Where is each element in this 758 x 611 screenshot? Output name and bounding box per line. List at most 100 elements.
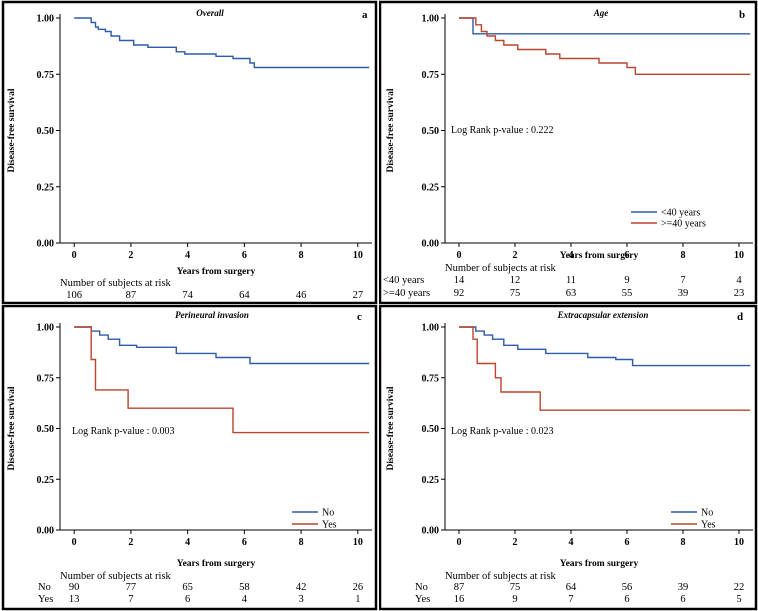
y-tick-label: 1.00 xyxy=(37,323,55,334)
x-axis-title: Years from surgery xyxy=(177,267,256,277)
panel-b-age: Age b 0.00 0.25 0.50 0.75 1.00 0 2 4 6 8 10 Disease-f… xyxy=(379,0,758,305)
log-rank-annotation: Log Rank p-value : 0.222 xyxy=(451,125,553,136)
y-tick-label: 1.00 xyxy=(422,323,440,334)
risk-count: 7 xyxy=(680,275,685,286)
risk-table-header: Number of subjects at risk xyxy=(445,263,557,274)
risk-row-label: Yes xyxy=(415,594,430,605)
panel-title: Overall xyxy=(196,8,224,18)
risk-table-header: Number of subjects at risk xyxy=(60,278,172,289)
x-axis-title: Years from surgery xyxy=(177,559,256,569)
x-tick-label: 6 xyxy=(625,537,630,548)
x-axis-title: Years from surgery xyxy=(560,251,639,261)
legend-label: Yes xyxy=(701,520,716,531)
y-tick-label: 0.00 xyxy=(422,526,440,537)
risk-count: 75 xyxy=(510,582,521,593)
survival-curve--40-years xyxy=(459,18,750,34)
panel-title: Age xyxy=(593,8,609,18)
y-tick-label: 0.00 xyxy=(37,526,55,537)
risk-count: 39 xyxy=(678,582,689,593)
risk-count: 12 xyxy=(510,275,521,286)
risk-count: 46 xyxy=(296,290,307,301)
y-tick-label: 1.00 xyxy=(37,14,55,25)
risk-count: 4 xyxy=(736,275,742,286)
risk-count: 77 xyxy=(126,582,137,593)
legend-label: No xyxy=(701,508,713,519)
risk-count: 27 xyxy=(353,290,364,301)
y-axis-title: Disease-free survival xyxy=(386,88,396,172)
panel-c-perineural-invasion: Perineural invasion c 0.00 0.25 0.50 0.75 1.00… xyxy=(0,305,378,611)
y-tick-label: 0.75 xyxy=(37,70,55,81)
survival-curve-overall xyxy=(74,18,369,68)
risk-count: 7 xyxy=(128,594,133,605)
risk-count: 56 xyxy=(622,582,633,593)
risk-count: 58 xyxy=(239,582,250,593)
risk-count: 6 xyxy=(680,594,685,605)
risk-count: 26 xyxy=(353,582,364,593)
x-tick-label: 4 xyxy=(185,537,190,548)
y-tick-label: 0.25 xyxy=(37,182,55,193)
risk-count: 13 xyxy=(69,594,80,605)
survival-curve-no xyxy=(74,327,369,364)
panel-letter: a xyxy=(362,9,368,21)
survival-curve-no xyxy=(459,327,750,366)
y-tick-label: 0.75 xyxy=(37,373,55,384)
x-tick-label: 2 xyxy=(128,537,133,548)
legend-label: No xyxy=(322,508,334,519)
risk-count: 55 xyxy=(622,288,633,299)
panel-letter: d xyxy=(737,311,743,323)
x-tick-label: 8 xyxy=(299,537,304,548)
log-rank-annotation: Log Rank p-value : 0.023 xyxy=(451,426,553,437)
panel-title: Extracapsular extension xyxy=(557,310,649,320)
y-tick-label: 0.75 xyxy=(422,70,440,81)
risk-count: 9 xyxy=(512,594,517,605)
risk-count: 63 xyxy=(566,288,577,299)
y-tick-label: 1.00 xyxy=(422,14,440,25)
risk-count: 64 xyxy=(239,290,250,301)
y-tick-label: 0.75 xyxy=(422,373,440,384)
y-tick-label: 0.50 xyxy=(422,126,440,137)
risk-count: 75 xyxy=(510,288,521,299)
y-axis-title: Disease-free survival xyxy=(7,88,17,172)
risk-count: 39 xyxy=(678,288,689,299)
risk-count: 23 xyxy=(734,288,745,299)
x-tick-label: 2 xyxy=(513,250,518,261)
km-figure: Overall a 0.00 0.25 0.50 0.75 1.00 0 2 4 6 8 10 Disea… xyxy=(0,0,758,611)
panel-a-overall: Overall a0.000.250.500.751.000 2 4 6 8 10Disea… xyxy=(0,0,378,305)
legend-label: <40 years xyxy=(661,208,700,219)
x-tick-label: 2 xyxy=(513,537,518,548)
risk-count: 106 xyxy=(66,290,82,301)
x-tick-label: 0 xyxy=(72,537,77,548)
x-tick-label: 6 xyxy=(242,250,247,261)
x-tick-label: 0 xyxy=(457,537,462,548)
y-tick-label: 0.25 xyxy=(422,182,440,193)
y-tick-label: 0.00 xyxy=(422,239,440,250)
risk-count: 22 xyxy=(734,582,745,593)
risk-count: 1 xyxy=(355,594,360,605)
x-tick-label: 4 xyxy=(185,250,190,261)
x-tick-label: 10 xyxy=(734,250,744,261)
risk-count: 16 xyxy=(454,594,465,605)
x-tick-label: 10 xyxy=(353,537,363,548)
risk-row-label: Yes xyxy=(38,594,53,605)
risk-count: 87 xyxy=(126,290,137,301)
risk-count: 64 xyxy=(566,582,577,593)
risk-count: 90 xyxy=(69,582,80,593)
x-tick-label: 6 xyxy=(242,537,247,548)
y-tick-label: 0.00 xyxy=(37,239,55,250)
x-tick-label: 10 xyxy=(353,250,363,261)
risk-row-label: >=40 years xyxy=(383,288,430,299)
log-rank-annotation: Log Rank p-value : 0.003 xyxy=(72,426,174,437)
x-tick-label: 10 xyxy=(734,537,744,548)
risk-count: 14 xyxy=(454,275,465,286)
risk-count: 5 xyxy=(736,594,741,605)
risk-count: 42 xyxy=(296,582,307,593)
y-axis-title: Disease-free survival xyxy=(386,386,396,470)
risk-table-header: Number of subjects at risk xyxy=(60,571,172,582)
risk-count: 6 xyxy=(624,594,629,605)
y-tick-label: 0.25 xyxy=(37,475,55,486)
risk-count: 7 xyxy=(568,594,573,605)
risk-row-label: No xyxy=(38,582,51,593)
panel-d-extracapsular-extension: Extracapsular extension d 0.00 0.25 0.50 0.75… xyxy=(379,305,758,611)
panel-letter: c xyxy=(357,311,362,323)
risk-row-label: No xyxy=(415,582,428,593)
